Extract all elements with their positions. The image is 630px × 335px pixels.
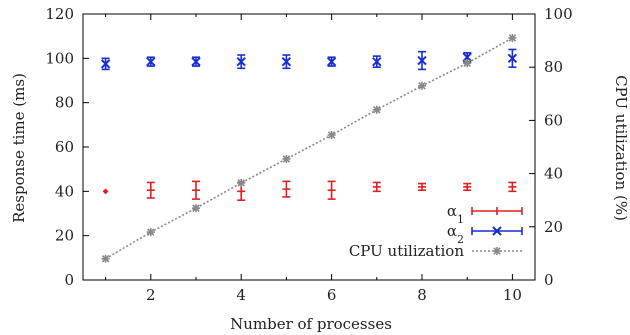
marker-stroke xyxy=(373,105,381,114)
y-tick-label: 40 xyxy=(55,182,74,200)
cpu-utilization-point xyxy=(282,154,291,163)
alpha1-point xyxy=(418,182,426,192)
legend-entry-2: CPU utilization xyxy=(349,242,522,260)
alpha1-point xyxy=(102,188,109,195)
series-0 xyxy=(102,180,517,201)
y-tick-label: 0 xyxy=(64,271,74,289)
x-tick-label: 2 xyxy=(146,286,156,304)
series-2 xyxy=(101,33,517,263)
legend-entry-1: α2 xyxy=(447,222,523,246)
y-tick-label: 60 xyxy=(55,138,74,156)
point-marker xyxy=(102,188,109,195)
alpha1-point xyxy=(282,180,291,198)
alpha1-point xyxy=(146,181,155,199)
x-marker xyxy=(326,56,337,67)
x-marker xyxy=(146,56,156,67)
y2-tick-label: 80 xyxy=(544,58,563,76)
cpu-utilization-point xyxy=(146,228,155,237)
cpu-utilization-point xyxy=(463,59,472,68)
y2-tick-label: 60 xyxy=(544,111,563,129)
x-marker xyxy=(507,53,518,64)
x-tick-label: 4 xyxy=(236,286,246,304)
alpha2-point xyxy=(281,54,292,70)
legend-label: CPU utilization xyxy=(349,242,464,260)
alpha1-point xyxy=(327,180,336,200)
legend-label-sub: 1 xyxy=(457,213,464,226)
alpha2-point xyxy=(417,50,427,71)
y-tick-label: 80 xyxy=(55,94,74,112)
x-marker xyxy=(236,56,246,67)
legend-label: α2 xyxy=(447,222,464,246)
x-marker xyxy=(191,56,201,67)
alpha2-point xyxy=(191,56,201,67)
alpha1-point xyxy=(192,180,200,200)
marker-stroke xyxy=(237,179,245,187)
y2-axis-label: CPU utilization (%) xyxy=(612,75,630,221)
cpu-utilization-point xyxy=(101,254,110,263)
x-tick-label: 8 xyxy=(417,286,427,304)
y2-tick-label: 20 xyxy=(544,218,563,236)
y2-tick-label: 0 xyxy=(544,271,554,289)
y-tick-label: 20 xyxy=(55,227,74,245)
marker-stroke xyxy=(282,155,291,163)
x-marker xyxy=(417,55,427,66)
legend-entry-0: α1 xyxy=(447,202,523,226)
y2-tick-label: 100 xyxy=(544,5,573,23)
cpu-utilization-point xyxy=(192,204,200,213)
y-tick-label: 120 xyxy=(45,5,74,23)
marker-stroke xyxy=(192,204,200,212)
alpha2-point xyxy=(372,55,382,68)
alpha2-point xyxy=(507,48,518,68)
alpha2-point xyxy=(236,54,246,70)
y2-tick-label: 40 xyxy=(544,165,563,183)
y-tick-label: 100 xyxy=(45,49,74,67)
x-tick-label: 10 xyxy=(503,286,522,304)
marker-stroke xyxy=(101,254,110,263)
marker-stroke xyxy=(147,228,155,236)
legend-marker xyxy=(492,226,502,236)
x-marker xyxy=(372,56,382,67)
legend-label-base: α xyxy=(447,222,457,240)
series-layer xyxy=(100,33,518,263)
legend-label: α1 xyxy=(447,202,464,226)
cpu-utilization-point xyxy=(508,33,517,42)
x-axis-label: Number of processes xyxy=(230,315,392,333)
series-1 xyxy=(100,48,518,71)
marker-stroke xyxy=(418,82,426,90)
y-axis-label: Response time (ms) xyxy=(10,73,28,223)
x-marker xyxy=(281,56,292,67)
alpha1-point xyxy=(508,181,517,193)
alpha2-point xyxy=(100,57,111,71)
marker-stroke xyxy=(463,59,471,67)
alpha1-point xyxy=(463,182,472,192)
cpu-utilization-point xyxy=(237,178,246,187)
x-marker xyxy=(100,59,111,69)
legend-label-sub: 2 xyxy=(457,233,464,246)
alpha1-point xyxy=(372,181,381,193)
plot-frame xyxy=(82,13,536,281)
cpu-utilization-point xyxy=(372,105,381,114)
marker-stroke xyxy=(508,34,517,42)
cpu-utilization-point xyxy=(327,131,336,140)
alpha2-point xyxy=(146,56,156,67)
legend-marker xyxy=(493,247,501,255)
x-tick-label: 6 xyxy=(327,286,337,304)
marker-stroke xyxy=(327,131,336,139)
cpu-utilization-point xyxy=(418,81,426,90)
alpha2-point xyxy=(326,56,337,67)
marker-stroke xyxy=(493,247,501,255)
legend-label-base: α xyxy=(447,202,457,220)
cpu-utilization-line xyxy=(105,37,513,260)
